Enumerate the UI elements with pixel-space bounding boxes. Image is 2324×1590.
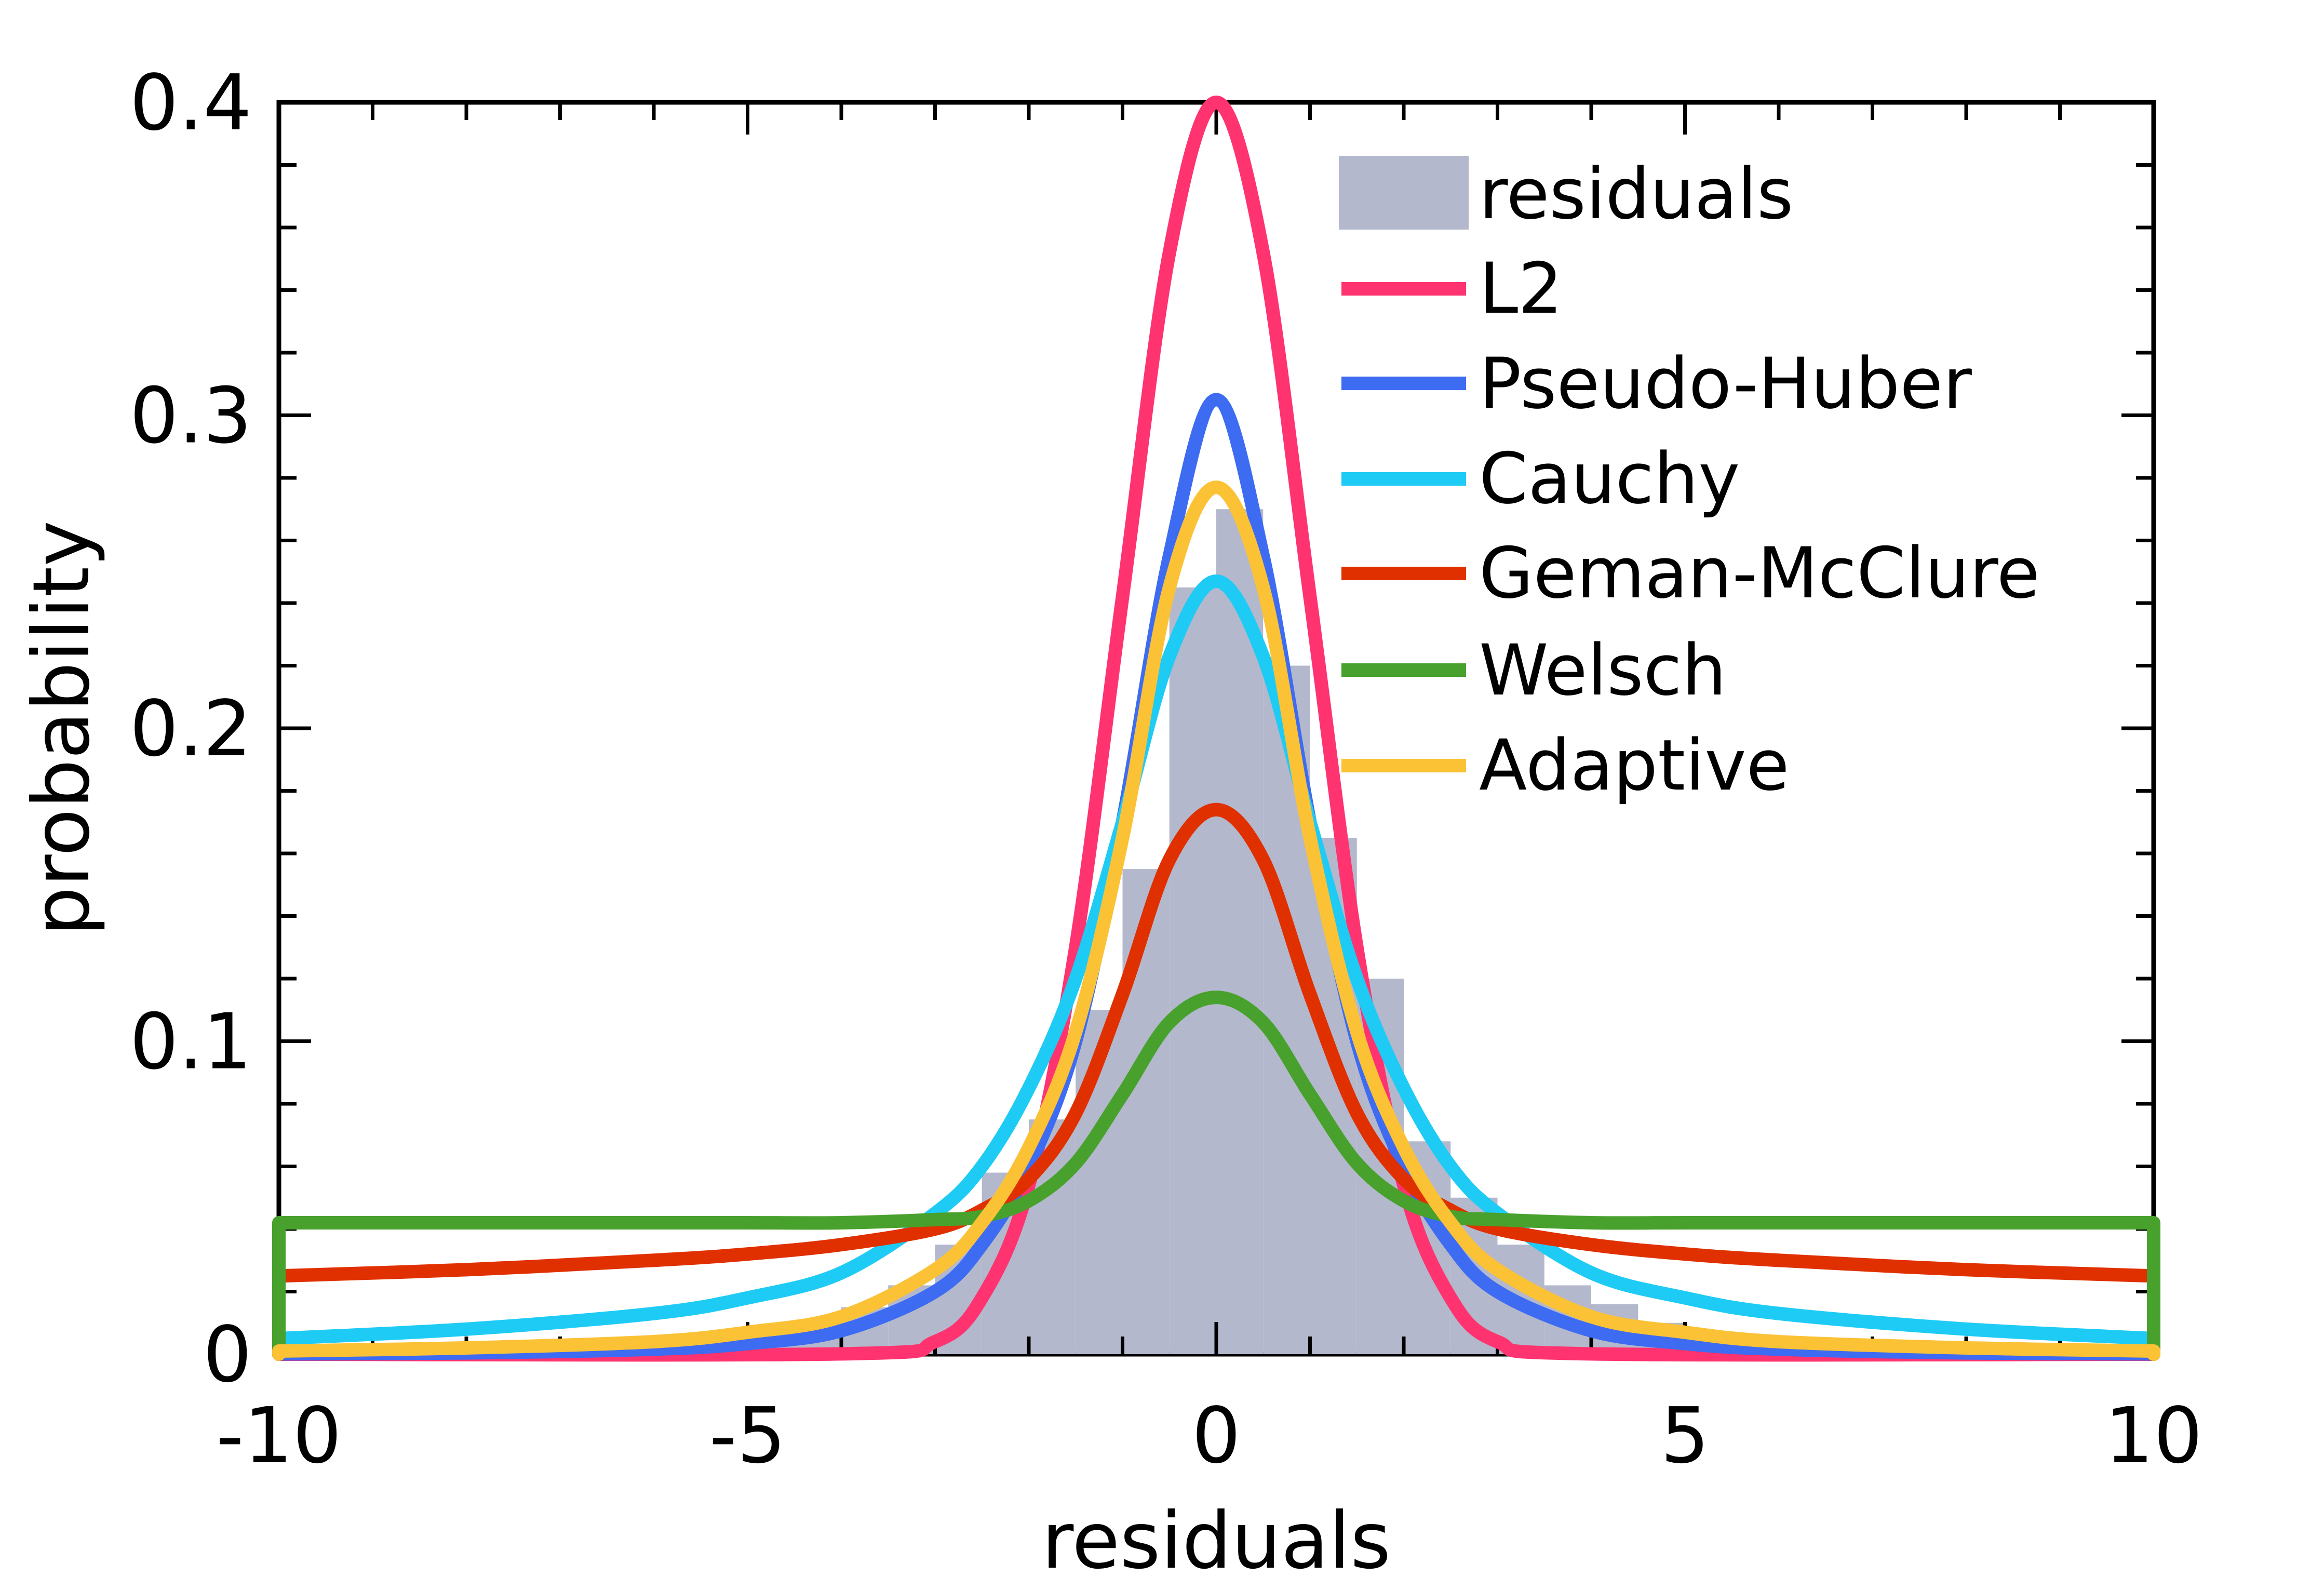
legend-label-l2: L2	[1479, 248, 1563, 329]
legend-label-cauchy: Cauchy	[1479, 438, 1740, 519]
y-tick-label: 0.4	[130, 58, 252, 148]
y-tick-label: 0.2	[130, 684, 252, 773]
series-layer	[272, 96, 2160, 1362]
y-axis-label: probability	[17, 520, 107, 936]
legend-label-geman-mcclure: Geman-McClure	[1479, 532, 2040, 614]
legend-label-adaptive: Adaptive	[1479, 725, 1789, 806]
histogram-bar	[1169, 587, 1216, 1354]
legend-label-welsch: Welsch	[1479, 630, 1726, 711]
legend-label-pseudo-huber: Pseudo-Huber	[1479, 343, 1972, 424]
y-tick-label: 0.1	[130, 997, 252, 1087]
ticks-layer	[277, 100, 2156, 1356]
series-line-welsch	[272, 991, 2160, 1361]
series-line-cauchy	[272, 574, 2160, 1361]
x-tick-labels: -10 -5 0 5 10	[216, 1391, 2202, 1480]
legend: residuals L2 Pseudo-Huber Cauchy Geman-M…	[1339, 153, 2040, 806]
series-line-adaptive	[272, 480, 2160, 1361]
x-tick-label: 10	[2105, 1391, 2202, 1480]
legend-swatch-residuals	[1339, 156, 1469, 230]
series-line-geman-mcclure	[272, 803, 2160, 1361]
y-tick-label: 0.3	[130, 371, 252, 461]
x-tick-label: -5	[709, 1391, 786, 1480]
series-line-l2	[272, 96, 2160, 1362]
x-tick-label: 0	[1192, 1391, 1241, 1480]
x-axis-label: residuals	[1042, 1496, 1391, 1586]
x-tick-label: -10	[216, 1391, 342, 1480]
series-line-pseudo-huber	[272, 393, 2160, 1361]
y-tick-label: 0	[203, 1310, 252, 1399]
x-tick-label: 5	[1660, 1391, 1709, 1480]
legend-label-residuals: residuals	[1479, 153, 1793, 235]
y-tick-labels: 0 0.1 0.2 0.3 0.4	[130, 58, 252, 1399]
